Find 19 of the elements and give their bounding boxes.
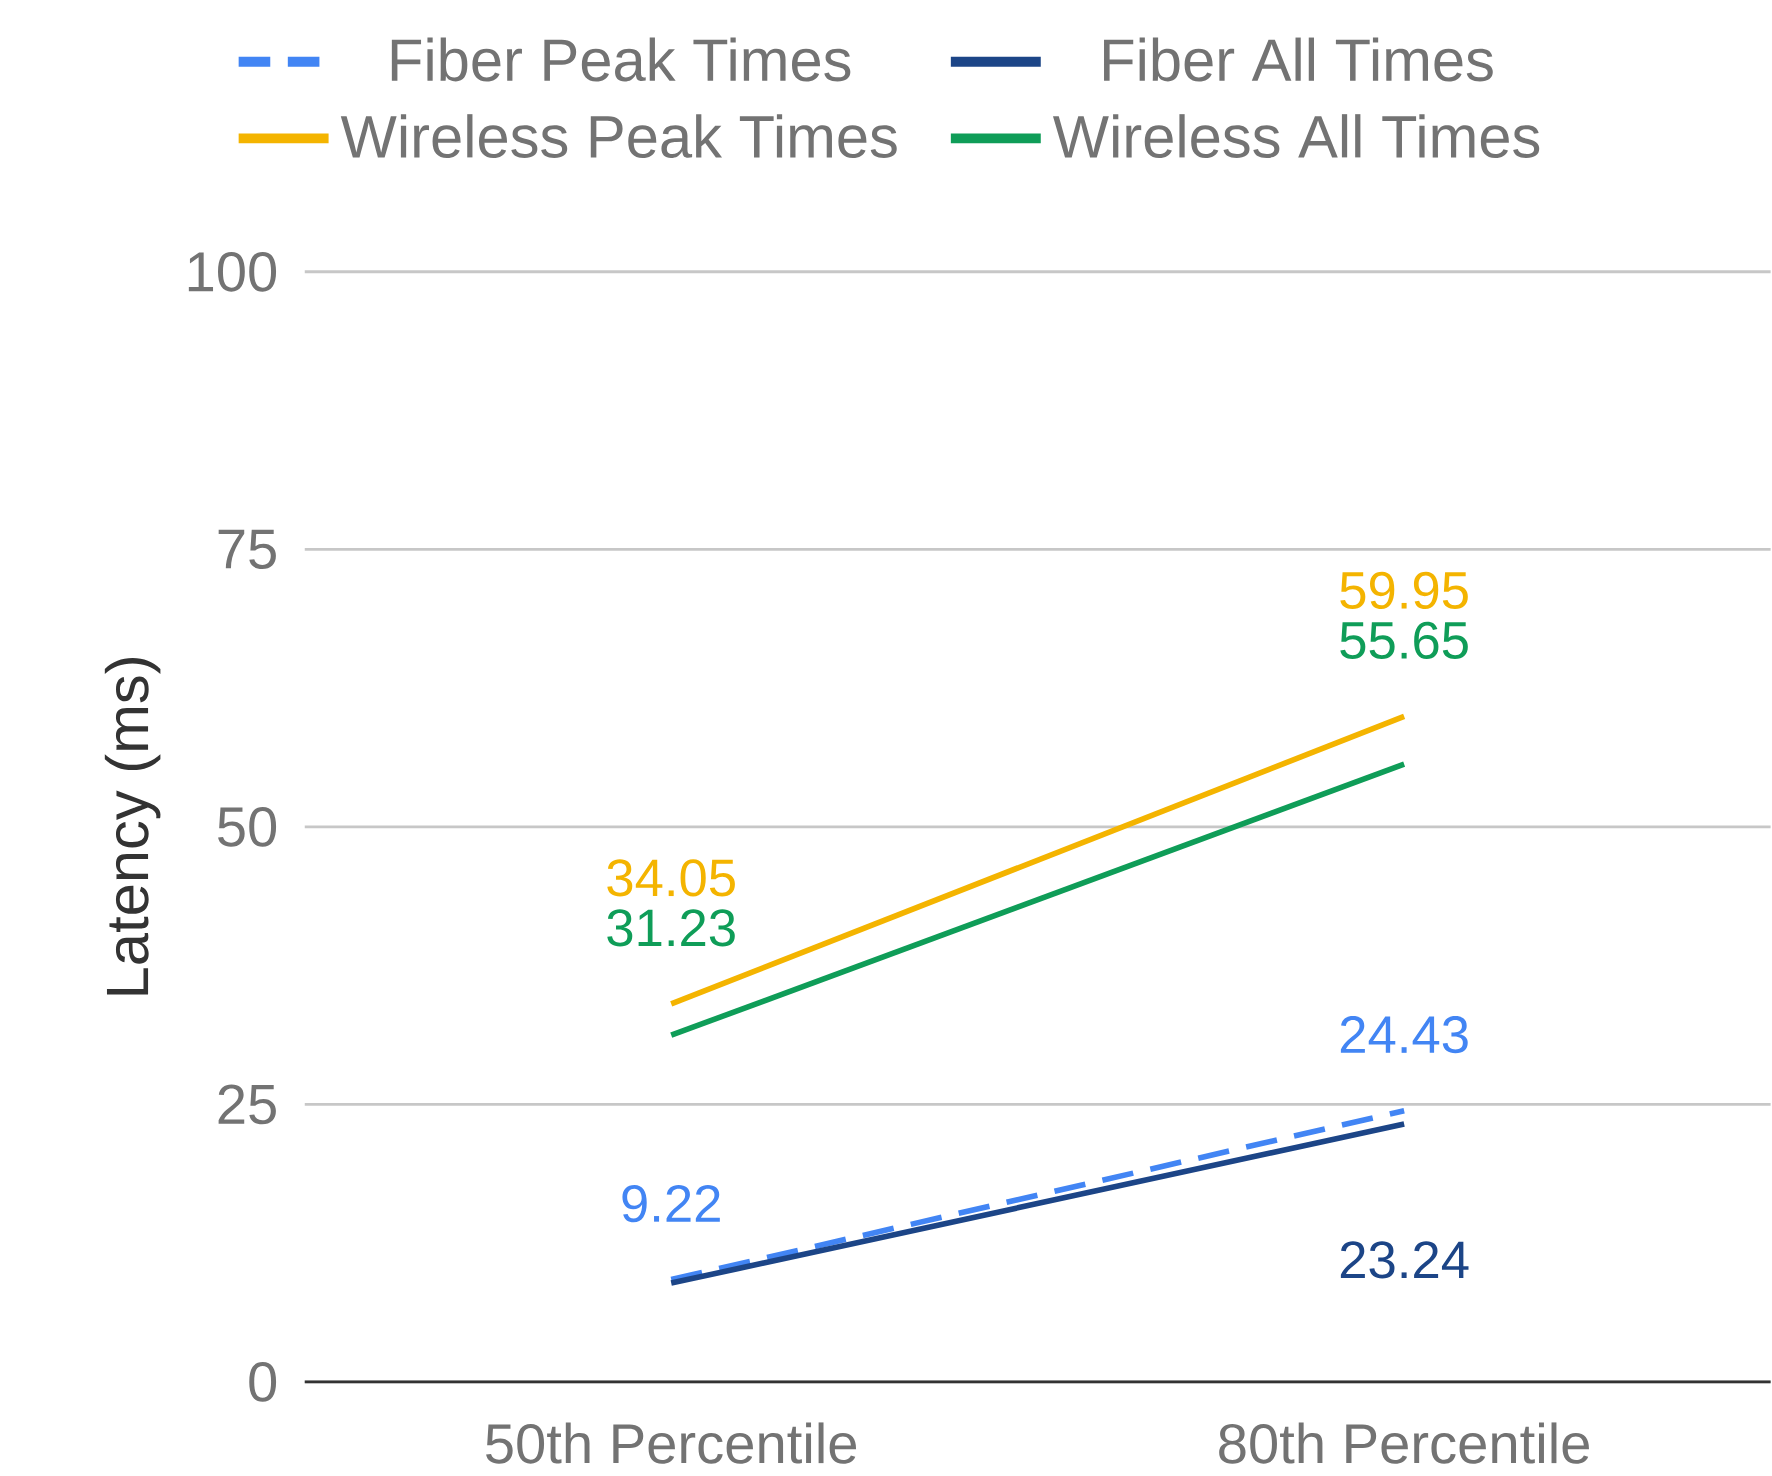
legend-label: Fiber Peak Times xyxy=(391,37,851,82)
data-label: 24.43 xyxy=(1340,1016,1468,1054)
y-tick-label: 0 xyxy=(249,1362,277,1402)
x-tick-label: 80th Percentile xyxy=(1219,1422,1589,1464)
data-label: 31.23 xyxy=(607,909,735,947)
data-label: 34.05 xyxy=(607,859,735,897)
legend-label: Wireless All Times xyxy=(1052,114,1540,159)
y-axis-title: Latency (ms) xyxy=(104,658,161,995)
y-tick-label: 50 xyxy=(218,807,277,847)
data-label: 9.22 xyxy=(622,1184,720,1223)
legend-label: Fiber All Times xyxy=(1104,37,1493,82)
legend-label: Wireless Peak Times xyxy=(340,114,897,159)
data-label: 23.24 xyxy=(1340,1241,1469,1279)
y-tick-label: 100 xyxy=(188,251,277,292)
y-tick-label: 25 xyxy=(218,1084,276,1125)
y-tick-label: 75 xyxy=(218,529,276,569)
data-label: 59.95 xyxy=(1340,571,1468,610)
data-label: 55.65 xyxy=(1340,621,1468,660)
x-tick-label: 50th Percentile xyxy=(486,1422,857,1464)
